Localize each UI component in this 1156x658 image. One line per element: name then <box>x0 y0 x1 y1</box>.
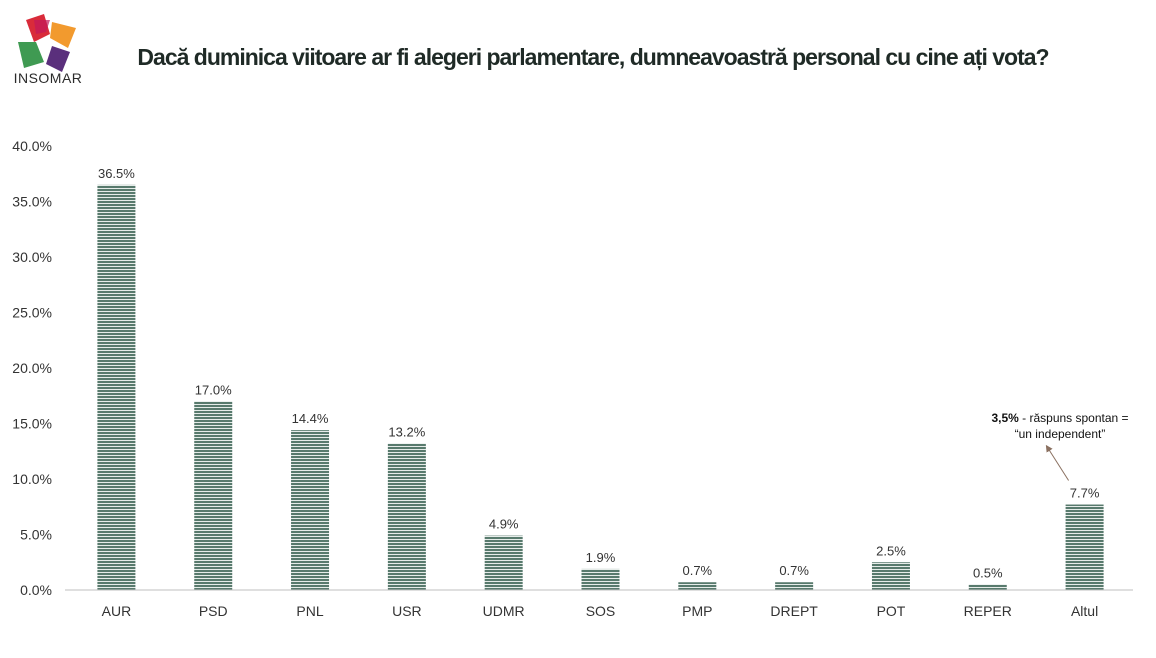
x-tick-label: POT <box>877 603 906 619</box>
data-label-pmp: 0.7% <box>682 563 712 578</box>
data-labels: 36.5% 17.0% 14.4% 13.2% 4.9% 1.9% 0.7% 0.7% 2.5%… <box>98 166 1100 581</box>
y-tick-label: 35.0% <box>12 194 52 210</box>
bar-pnl <box>291 430 330 590</box>
data-label-usr: 13.2% <box>388 424 425 439</box>
annotation-arrow <box>1045 444 1070 481</box>
annotation-line1: - răspuns spontan = <box>1018 411 1129 425</box>
x-tick-label: REPER <box>964 603 1012 619</box>
bars <box>97 184 1104 590</box>
x-tick-label: PSD <box>199 603 228 619</box>
data-label-altul: 7.7% <box>1070 486 1100 501</box>
logo-petal-orange <box>50 22 76 48</box>
y-tick-label: 0.0% <box>20 582 52 598</box>
x-tick-label: Altul <box>1071 603 1098 619</box>
insomar-logo <box>18 14 76 72</box>
data-label-aur: 36.5% <box>98 166 135 181</box>
annotation-bold: 3,5% <box>991 411 1019 425</box>
data-label-drept: 0.7% <box>779 563 809 578</box>
y-axis: 0.0% 5.0% 10.0% 15.0% 20.0% 25.0% 30.0% 35.0% 40… <box>12 138 52 598</box>
y-tick-label: 30.0% <box>12 249 52 265</box>
x-axis: AUR PSD PNL USR UDMR SOS PMP DREPT POT REPER Altul <box>102 603 1099 619</box>
y-tick-label: 5.0% <box>20 527 52 543</box>
bar-pmp <box>678 582 717 590</box>
x-tick-label: DREPT <box>770 603 818 619</box>
data-label-pot: 2.5% <box>876 543 906 558</box>
annotation-note: 3,5% - răspuns spontan = “un independent… <box>960 410 1156 442</box>
annotation-line2: “un independent” <box>1014 427 1106 441</box>
bar-altul <box>1065 504 1104 590</box>
bar-drept <box>775 582 814 590</box>
y-tick-label: 10.0% <box>12 471 52 487</box>
bar-udmr <box>484 535 523 590</box>
logo-petal-purple <box>46 46 70 72</box>
bar-usr <box>387 443 426 590</box>
y-tick-label: 15.0% <box>12 416 52 432</box>
x-tick-label: PNL <box>296 603 323 619</box>
data-label-udmr: 4.9% <box>489 517 519 532</box>
x-tick-label: UDMR <box>483 603 525 619</box>
y-tick-label: 20.0% <box>12 360 52 376</box>
logo-petal-green <box>18 42 44 68</box>
x-tick-label: AUR <box>102 603 132 619</box>
bar-pot <box>871 562 910 590</box>
data-label-reper: 0.5% <box>973 565 1003 580</box>
x-tick-label: SOS <box>586 603 616 619</box>
data-label-pnl: 14.4% <box>292 411 329 426</box>
data-label-psd: 17.0% <box>195 382 232 397</box>
chart-title: Dacă duminica viitoare ar fi alegeri par… <box>137 44 1049 70</box>
bar-sos <box>581 568 620 590</box>
bar-aur <box>97 184 136 590</box>
y-tick-label: 25.0% <box>12 305 52 321</box>
bar-reper <box>968 584 1007 590</box>
logo-petal-pink <box>34 20 50 34</box>
x-tick-label: PMP <box>682 603 712 619</box>
y-tick-label: 40.0% <box>12 138 52 154</box>
x-tick-label: USR <box>392 603 422 619</box>
data-label-sos: 1.9% <box>586 550 616 565</box>
logo-text: INSOMAR <box>13 70 83 86</box>
bar-psd <box>194 401 233 590</box>
